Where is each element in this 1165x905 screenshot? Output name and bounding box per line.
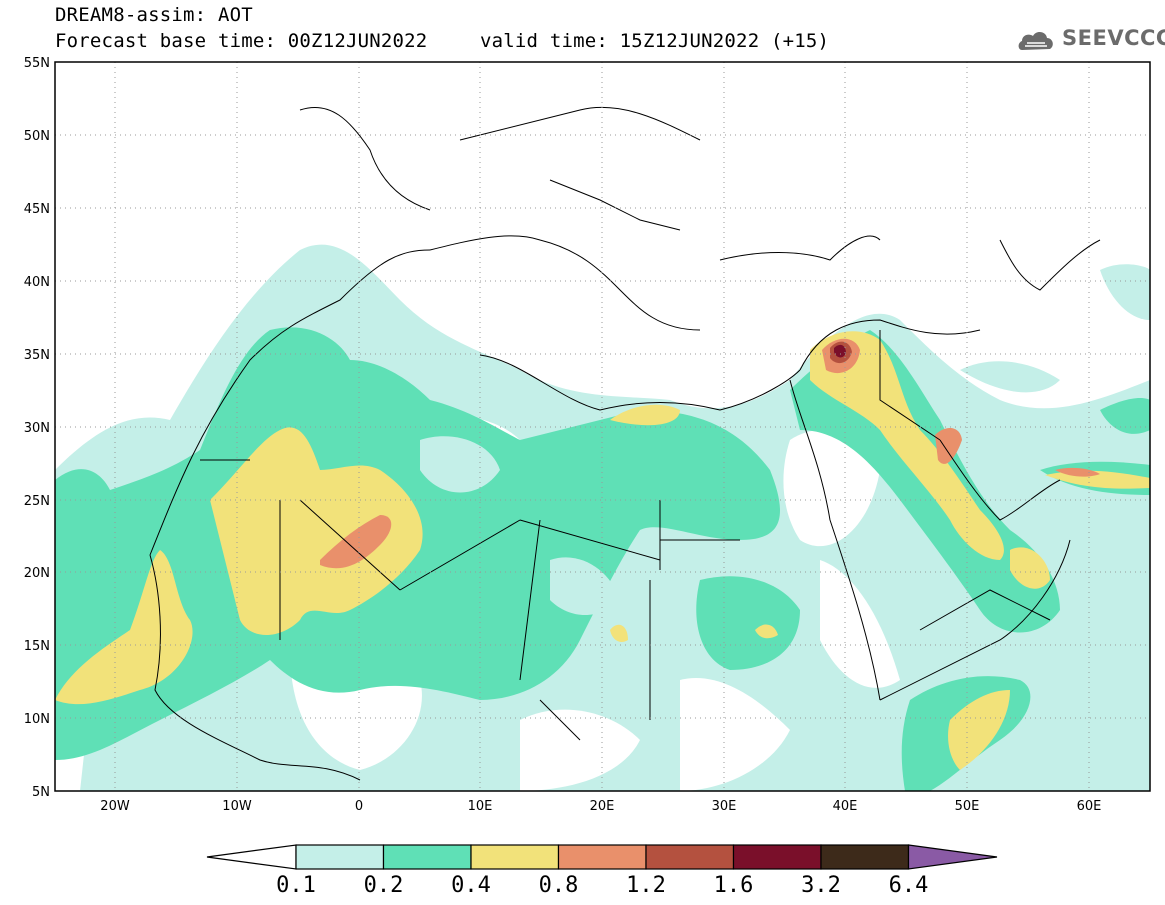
colorbar-right-arrow — [907, 844, 998, 870]
lat-label: 5N — [32, 785, 50, 800]
lon-label: 40E — [833, 799, 858, 814]
lon-label: 10W — [222, 799, 252, 814]
map-title: DREAM8-assim: AOT — [55, 4, 253, 26]
lat-label: 40N — [24, 275, 50, 290]
lat-label: 10N — [24, 712, 50, 727]
lon-label: 0 — [355, 799, 363, 814]
colorbar-label: 0.8 — [539, 873, 579, 898]
lat-label: 30N — [24, 421, 50, 436]
colorbar-segment — [470, 844, 560, 870]
aot-band-0.4 — [55, 331, 1150, 770]
lat-label: 25N — [24, 494, 50, 509]
colorbar-label: 0.4 — [451, 873, 491, 898]
lon-label: 60E — [1077, 799, 1102, 814]
colorbar-segment — [732, 844, 822, 870]
colorbar-segment — [645, 844, 735, 870]
lat-label: 55N — [24, 56, 50, 71]
logo-text: SEEVCCC — [1062, 26, 1165, 50]
colorbar-segment — [382, 844, 472, 870]
colorbar-segment — [820, 844, 910, 870]
lon-label: 20E — [590, 799, 615, 814]
lat-label: 45N — [24, 202, 50, 217]
colorbar — [206, 844, 998, 870]
colorbar-segment — [295, 844, 385, 870]
coastlines — [149, 106, 1101, 781]
lat-label: 15N — [24, 639, 50, 654]
colorbar-left-arrow — [206, 844, 297, 870]
lat-label: 50N — [24, 129, 50, 144]
colorbar-label: 1.2 — [626, 873, 666, 898]
colorbar-label: 1.6 — [714, 873, 754, 898]
cloud-logo-icon — [1018, 32, 1053, 50]
forecast-times: Forecast base time: 00Z12JUN2022 valid ti… — [55, 30, 829, 52]
colorbar-label: 0.1 — [276, 873, 316, 898]
colorbar-label: 6.4 — [889, 873, 929, 898]
lon-label: 50E — [955, 799, 980, 814]
lon-label: 20W — [100, 799, 130, 814]
colorbar-label: 3.2 — [801, 873, 841, 898]
lat-axis: 55N 50N 45N 40N 35N 30N 25N 20N 15N 10N … — [24, 56, 50, 800]
lon-axis: 20W 10W 0 10E 20E 30E 40E 50E 60E — [100, 799, 1101, 814]
lon-label: 30E — [712, 799, 737, 814]
base-time: Forecast base time: 00Z12JUN2022 — [55, 30, 428, 52]
colorbar-label: 0.2 — [364, 873, 404, 898]
colorbar-segment — [557, 844, 647, 870]
map-frame — [54, 61, 1151, 792]
lon-label: 10E — [468, 799, 493, 814]
colorbar-labels: 0.1 0.2 0.4 0.8 1.2 1.6 3.2 6.4 — [276, 873, 928, 898]
aot-band-1.6 — [834, 344, 846, 358]
lat-label: 35N — [24, 348, 50, 363]
valid-time: valid time: 15Z12JUN2022 (+15) — [480, 30, 830, 52]
lat-label: 20N — [24, 566, 50, 581]
